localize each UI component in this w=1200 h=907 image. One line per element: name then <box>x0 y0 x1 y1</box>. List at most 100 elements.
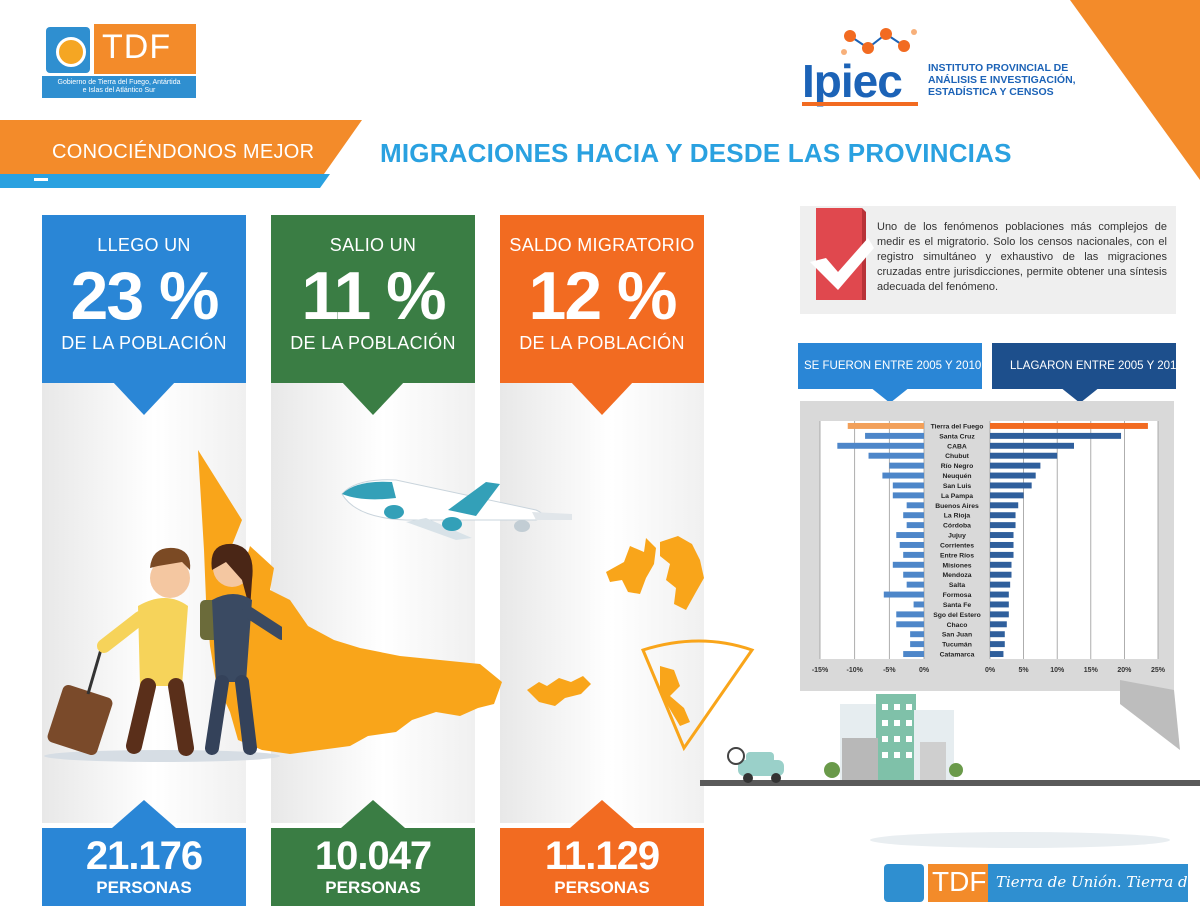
column-1-bottom-label: DE LA POBLACIÓN <box>61 333 227 353</box>
column-3-bottom-label: DE LA POBLACIÓN <box>519 333 685 353</box>
chart-bar-right <box>990 432 1122 439</box>
ipiec-line1: INSTITUTO PROVINCIAL DE <box>928 62 1069 74</box>
chart-category-label: Catamarca <box>940 652 975 659</box>
chart-bar-right <box>990 482 1032 489</box>
ipiec-line2: ANÁLISIS E INVESTIGACIÓN, <box>928 74 1076 86</box>
travelers-illustration <box>44 543 282 762</box>
chart-right-tick-label: 25% <box>1151 667 1166 674</box>
column-1-footer: 21.176 PERSONAS <box>42 828 246 906</box>
chart-tab-left: SE FUERON ENTRE 2005 Y 2010 <box>798 343 982 389</box>
chart-category-label: Jujuy <box>948 533 966 540</box>
chart-bar-left <box>906 581 924 588</box>
chart-category-label: La Rioja <box>944 513 971 520</box>
chart-category-label: Salta <box>949 582 965 589</box>
info-description: Uno de los fenómenos poblaciones más com… <box>877 221 1167 293</box>
province-crest-icon <box>46 27 90 73</box>
chart-left-tick-label: -10% <box>846 667 863 674</box>
chart-bar-left <box>896 621 924 628</box>
tdf-gov-line2: e Islas del Atlántico Sur <box>82 87 156 94</box>
chart-bar-right <box>990 551 1014 558</box>
column-3-persons-label: PERSONAS <box>554 878 650 897</box>
column-1-persons-label: PERSONAS <box>96 878 192 897</box>
column-3-top-label: SALDO MIGRATORIO <box>509 235 695 255</box>
column-3-header: SALDO MIGRATORIO 12 % DE LA POBLACIÓN <box>500 215 704 383</box>
chart-bar-left <box>847 422 924 429</box>
chart-bar-left <box>883 591 924 598</box>
chart-category-label: Córdoba <box>943 523 971 530</box>
chart-left-plot-area <box>820 421 924 659</box>
chart-right-tick-label: 20% <box>1117 667 1132 674</box>
chart-bar-left <box>903 551 924 558</box>
chart-bar-left <box>837 442 924 449</box>
chart-category-label: CABA <box>947 443 967 450</box>
chart-right-tick-label: 5% <box>1019 667 1030 674</box>
chart-category-label: Buenos Aires <box>935 503 979 510</box>
chart-left-tick-label: 0% <box>919 667 930 674</box>
chart-category-label: Santa Cruz <box>939 433 975 440</box>
chart-bar-right <box>990 532 1014 539</box>
column-3-footer: 11.129 PERSONAS <box>500 828 704 906</box>
column-3-persons-count: 11.129 <box>544 834 660 878</box>
chart-bar-right <box>990 422 1148 429</box>
chart-bar-right <box>990 442 1074 449</box>
chart-bar-right <box>990 651 1004 658</box>
column-1-percent: 23 % <box>70 258 220 334</box>
chart-bar-left <box>882 472 924 479</box>
chart-bar-right <box>990 512 1016 519</box>
airplane-icon <box>341 479 572 540</box>
chart-bar-left <box>910 631 924 638</box>
chart-bar-right <box>990 591 1009 598</box>
small-islands-icon <box>527 676 591 706</box>
chart-bar-right <box>990 492 1024 499</box>
chart-category-label: Tierra del Fuego <box>931 423 984 430</box>
chart-bar-right <box>990 601 1009 608</box>
tdf-logo-text: TDF <box>102 28 172 66</box>
column-3-arrow <box>570 381 634 415</box>
tierra-del-fuego-map-icon <box>198 450 502 754</box>
column-3-percent: 12 % <box>528 258 678 334</box>
migration-bar-chart: Tierra del Fuego Santa Cruz CABA Chubut Río … <box>812 421 1166 674</box>
chart-category-label: Corrientes <box>940 542 974 549</box>
chart-category-label: Tucumán <box>942 642 972 649</box>
banner-label: CONOCIÉNDONOS MEJOR <box>52 141 315 163</box>
chart-bar-left <box>899 541 924 548</box>
chart-category-label: Formosa <box>943 592 972 599</box>
chart-bar-right <box>990 611 1009 618</box>
chart-left-tick-label: -5% <box>883 667 896 674</box>
chart-bar-left <box>892 492 924 499</box>
chart-category-label: Río Negro <box>941 463 973 470</box>
chart-bar-left <box>910 641 924 648</box>
chart-bar-right <box>990 571 1012 578</box>
column-3-footer-notch <box>570 800 634 828</box>
column-3-background <box>500 383 704 823</box>
chart-bar-right <box>990 472 1036 479</box>
chart-tab-right: LLAGARON ENTRE 2005 Y 2010 <box>992 343 1183 389</box>
chart-category-label: La Pampa <box>941 493 973 500</box>
chart-bar-right <box>990 522 1016 529</box>
column-1-footer-notch <box>112 800 176 828</box>
chart-right-tick-label: 10% <box>1050 667 1065 674</box>
chart-category-label: Santa Fe <box>943 602 972 609</box>
chart-bar-right <box>990 452 1058 459</box>
chart-category-label: Sgo del Estero <box>933 612 981 619</box>
city-illustration <box>700 694 1200 848</box>
chart-right-tick-label: 0% <box>985 667 996 674</box>
chart-bar-right <box>990 462 1041 469</box>
chart-bar-right <box>990 541 1014 548</box>
ipiec-line3: ESTADÍSTICA Y CENSOS <box>928 86 1054 98</box>
chart-bar-left <box>906 502 924 509</box>
column-1-top-label: LLEGO UN <box>97 235 191 255</box>
section-banner <box>0 120 362 188</box>
chart-tab-left-arrow <box>870 387 910 403</box>
column-2-percent: 11 % <box>301 258 446 334</box>
footer-tdf-block <box>928 864 988 902</box>
chart-right-tick-label: 15% <box>1084 667 1099 674</box>
chart-bar-right <box>990 561 1012 568</box>
column-2-footer: 10.047 PERSONAS <box>271 828 475 906</box>
checkmark-bookmark-icon <box>810 208 874 300</box>
malvinas-islands-icon <box>606 536 704 610</box>
column-1-arrow <box>112 381 176 415</box>
ipiec-underline <box>802 102 918 106</box>
legend-right-label: LLAGARON ENTRE 2005 Y 2010 <box>1010 360 1183 372</box>
chart-bar-right <box>990 502 1019 509</box>
